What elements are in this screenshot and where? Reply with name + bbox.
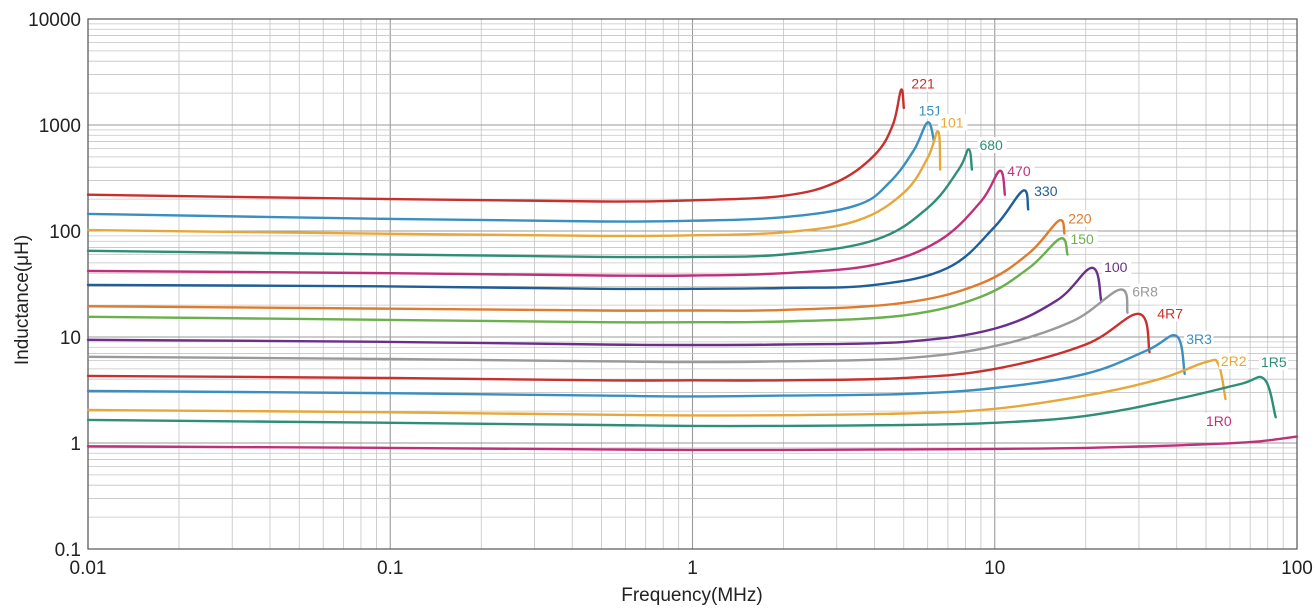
y-tick-labels: 0.1 1 10 100 1000 10000 [28, 10, 81, 561]
series-layer [86, 88, 1299, 452]
x-tick-label: 1 [687, 558, 698, 579]
series-line-101 [86, 130, 942, 238]
series-line-470 [86, 169, 1007, 278]
series-label-1R5: 1R5 [1261, 354, 1287, 370]
x-axis-label: Frequency(MHz) [621, 585, 762, 606]
series-label-bg [1184, 330, 1214, 347]
series-line-680 [86, 148, 974, 259]
series-line-100 [86, 266, 1103, 347]
series-label-330: 330 [1034, 183, 1058, 199]
series-label-bg [1005, 163, 1035, 180]
series-label-bg [1102, 259, 1132, 276]
series-label-150: 150 [1070, 231, 1094, 247]
series-line-220 [86, 218, 1066, 312]
series-label-220: 220 [1068, 210, 1092, 226]
series-label-bg [1155, 305, 1185, 322]
series-line-1R0 [86, 435, 1299, 452]
x-tick-label: 0.1 [377, 558, 403, 579]
grid [87, 19, 1297, 550]
x-tick-labels: 0.01 0.1 1 10 100 [70, 558, 1313, 579]
series-line-2R2 [86, 358, 1227, 417]
series-label-680: 680 [979, 137, 1003, 153]
series-label-151: 151 [919, 102, 943, 118]
y-axis-label: Inductance(μH) [12, 235, 33, 365]
series-line-3R3 [86, 334, 1186, 398]
series-line-1R5 [86, 375, 1277, 428]
series-label-bg [977, 137, 1007, 154]
x-tick-label: 10 [984, 558, 1005, 579]
series-label-470: 470 [1007, 163, 1031, 179]
y-tick-label: 0.1 [55, 540, 81, 561]
series-label-bg [1258, 354, 1289, 371]
series-label-221: 221 [911, 76, 935, 92]
series-label-bg [1130, 283, 1160, 300]
x-tick-label: 100 [1281, 558, 1313, 579]
series-line-221 [86, 88, 905, 203]
series-label-bg [1032, 182, 1062, 199]
series-line-150 [86, 237, 1069, 324]
series-label-100: 100 [1104, 259, 1128, 275]
series-label-bg [909, 75, 939, 92]
series-label-bg [1218, 353, 1249, 370]
series-label-bg [938, 114, 968, 131]
series-label-bg [1066, 210, 1096, 227]
x-tick-label: 0.01 [70, 558, 107, 579]
y-tick-label: 10 [60, 328, 81, 349]
series-label-101: 101 [940, 114, 964, 130]
y-tick-label: 100 [49, 222, 81, 243]
series-label-bg [1068, 231, 1098, 248]
series-label-1R0: 1R0 [1206, 413, 1232, 429]
series-label-3R3: 3R3 [1186, 331, 1212, 347]
series-label-2R2: 2R2 [1221, 353, 1247, 369]
y-tick-label: 10000 [28, 10, 81, 31]
series-label-6R8: 6R8 [1132, 284, 1158, 300]
y-tick-label: 1000 [39, 116, 81, 137]
y-tick-label: 1 [70, 434, 81, 455]
series-line-4R7 [86, 312, 1151, 382]
series-line-151 [86, 121, 936, 223]
series-line-330 [86, 189, 1030, 291]
series-label-bg [1204, 412, 1234, 429]
series-label-4R7: 4R7 [1157, 305, 1183, 321]
series-line-6R8 [86, 288, 1129, 364]
